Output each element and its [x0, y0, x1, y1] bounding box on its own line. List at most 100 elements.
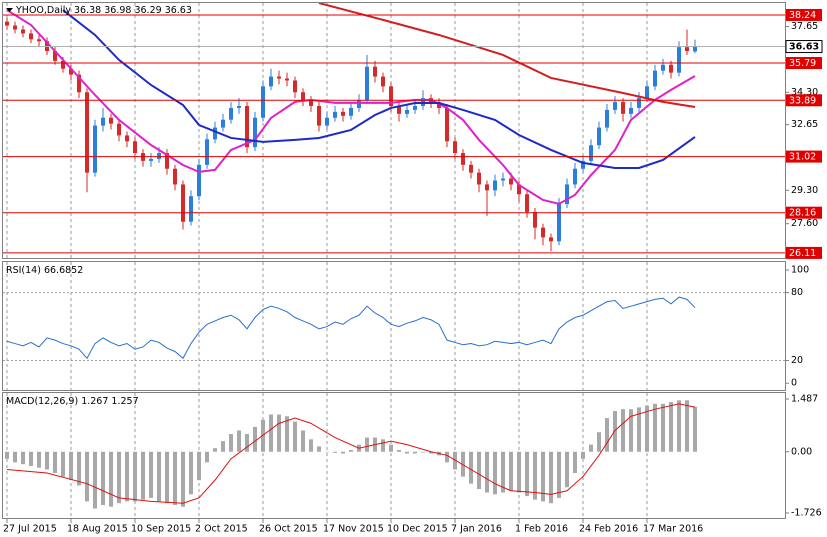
candle-body	[653, 70, 657, 87]
y-tick-label: 34.30	[791, 87, 818, 98]
candle-body	[69, 68, 73, 75]
candle-body	[629, 107, 633, 114]
macd-bar	[125, 451, 129, 502]
macd-bar	[69, 451, 73, 481]
candle-body	[277, 76, 281, 79]
macd-bar	[421, 451, 425, 453]
rsi-header: RSI(14) 66.6852	[6, 265, 83, 276]
candle-body	[637, 98, 641, 108]
macd-bar	[77, 451, 81, 486]
candle-body	[493, 180, 497, 191]
candle-body	[381, 76, 385, 87]
macd-bar	[93, 451, 97, 509]
x-tick-label: 17 Nov 2015	[323, 524, 384, 535]
candle-body	[509, 178, 513, 185]
candle-body	[597, 127, 601, 146]
macd-bar	[629, 409, 633, 452]
panel-plot	[5, 3, 697, 252]
macd-bar	[197, 451, 201, 481]
y-tick-label: 27.60	[791, 218, 818, 229]
macd-bar	[285, 416, 289, 452]
macd-bar	[509, 451, 513, 491]
moving-average	[62, 9, 696, 169]
macd-bar	[621, 409, 625, 452]
macd-bar	[221, 441, 225, 452]
macd-bar	[141, 451, 145, 500]
candle-body	[253, 117, 257, 148]
candle-body	[453, 141, 457, 154]
y-tick-label: 37.65	[791, 21, 818, 32]
candle-body	[21, 29, 25, 34]
x-tick-label: 1 Feb 2016	[515, 524, 568, 535]
x-tick-label: 26 Oct 2015	[259, 524, 318, 535]
macd-bar	[445, 451, 449, 463]
macd-bar	[397, 449, 401, 452]
macd-bar	[21, 451, 25, 465]
macd-bar	[429, 451, 433, 454]
macd-bar	[229, 434, 233, 452]
macd-bar	[213, 448, 217, 452]
macd-bar	[605, 418, 609, 452]
candle-body	[213, 127, 217, 140]
x-tick-label: 10 Sep 2015	[131, 524, 191, 535]
candle-body	[693, 46, 697, 52]
macd-bar	[637, 407, 641, 452]
macd-value: 1.267	[81, 396, 108, 407]
candle-body	[525, 194, 529, 212]
candle-body	[573, 168, 577, 185]
candle-body	[325, 117, 329, 126]
candle-body	[357, 100, 361, 108]
candle-body	[685, 47, 689, 52]
macd-bar	[525, 451, 529, 497]
candle-body	[317, 105, 321, 126]
candle-body	[605, 109, 609, 128]
macd-bar	[469, 451, 473, 484]
high: 36.98	[104, 5, 131, 16]
macd-title: MACD(12,26,9)	[6, 396, 78, 407]
macd-bar	[301, 430, 305, 452]
macd-bar	[661, 403, 665, 452]
candle-body	[93, 125, 97, 173]
level-label: 28.16	[789, 208, 816, 219]
macd-bar	[693, 406, 697, 452]
symbol: YHOO,Daily	[15, 5, 71, 16]
y-tick-label: 20	[791, 355, 803, 366]
candle-body	[85, 92, 89, 173]
macd-bar	[61, 451, 65, 477]
candle-body	[125, 135, 129, 142]
macd-bar	[157, 451, 161, 502]
candle-body	[533, 211, 537, 228]
candle-body	[677, 47, 681, 73]
level-label-box	[786, 94, 822, 107]
candle-body	[309, 100, 313, 106]
macd-bar	[5, 451, 9, 459]
y-tick-label: 32.65	[791, 119, 818, 130]
x-tick-label: 17 Mar 2016	[643, 524, 703, 535]
candle-body	[157, 153, 161, 159]
macd-bar	[189, 451, 193, 495]
close: 36.63	[165, 5, 192, 16]
candle-body	[589, 145, 593, 161]
macd-bar	[645, 405, 649, 452]
candle-body	[581, 160, 585, 169]
level-label: 26.11	[789, 248, 816, 259]
macd-bar	[277, 414, 281, 452]
x-tick-label: 24 Feb 2016	[579, 524, 638, 535]
candle-body	[517, 184, 521, 195]
macd-bar	[389, 444, 393, 452]
level-label: 35.79	[789, 58, 816, 69]
candle-body	[237, 105, 241, 108]
candle-body	[485, 184, 489, 191]
level-label-box	[786, 57, 822, 70]
macd-header: MACD(12,26,9) 1.267 1.257	[6, 396, 139, 407]
low: 36.29	[134, 5, 161, 16]
macd-bar	[549, 451, 553, 504]
macd-bar	[589, 444, 593, 452]
macd-bar	[557, 451, 561, 498]
x-tick-label: 7 Jan 2016	[451, 524, 502, 535]
level-label: 38.24	[789, 10, 816, 21]
last-price-box	[785, 40, 823, 54]
macd-bar	[381, 439, 385, 452]
candle-body	[61, 60, 65, 69]
level-label: 33.89	[789, 95, 816, 106]
